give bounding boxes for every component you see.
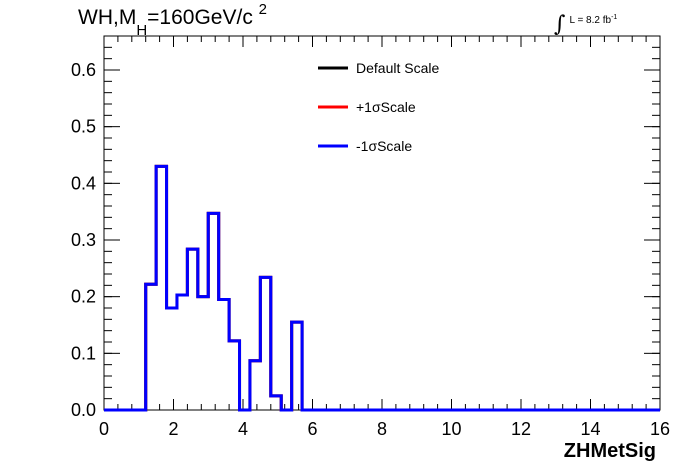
x-tick-label: 12 bbox=[511, 419, 531, 439]
x-tick-label: 16 bbox=[650, 419, 670, 439]
y-tick-label: 0.1 bbox=[71, 343, 96, 363]
y-tick-label: 0.0 bbox=[71, 400, 96, 420]
legend-label-0: Default Scale bbox=[356, 60, 439, 76]
x-axis-title: ZHMetSig bbox=[563, 440, 656, 462]
x-tick-label: 6 bbox=[307, 419, 317, 439]
y-tick-label: 0.4 bbox=[71, 173, 96, 193]
y-tick-label: 0.5 bbox=[71, 117, 96, 137]
legend-label-1: +1σScale bbox=[356, 99, 416, 115]
x-tick-label: 8 bbox=[377, 419, 387, 439]
x-tick-label: 4 bbox=[238, 419, 248, 439]
integral-symbol: ∫ bbox=[554, 12, 566, 37]
luminosity-unit-exponent: -1 bbox=[611, 14, 618, 21]
y-tick-label: 0.2 bbox=[71, 287, 96, 307]
title-superscript: 2 bbox=[258, 1, 268, 18]
x-tick-label: 0 bbox=[99, 419, 109, 439]
plot-title: WH,MH=160GeV/c 2 bbox=[78, 1, 267, 39]
x-tick-label: 10 bbox=[441, 419, 461, 439]
luminosity-value: L = 8.2 fb bbox=[569, 15, 612, 26]
y-tick-label: 0.6 bbox=[71, 60, 96, 80]
plot-frame bbox=[103, 35, 661, 411]
y-tick-label: 0.3 bbox=[71, 230, 96, 250]
series-line-2 bbox=[104, 164, 660, 412]
luminosity-label: ∫ L = 8.2 fb-1 bbox=[554, 8, 618, 37]
legend-label-2: -1σScale bbox=[356, 138, 412, 154]
x-tick-label: 2 bbox=[168, 419, 178, 439]
title-main: WH,M bbox=[78, 6, 137, 29]
title-subscript: H bbox=[136, 22, 148, 39]
x-tick-label: 14 bbox=[580, 419, 600, 439]
title-rest: =160GeV/c bbox=[147, 6, 253, 29]
